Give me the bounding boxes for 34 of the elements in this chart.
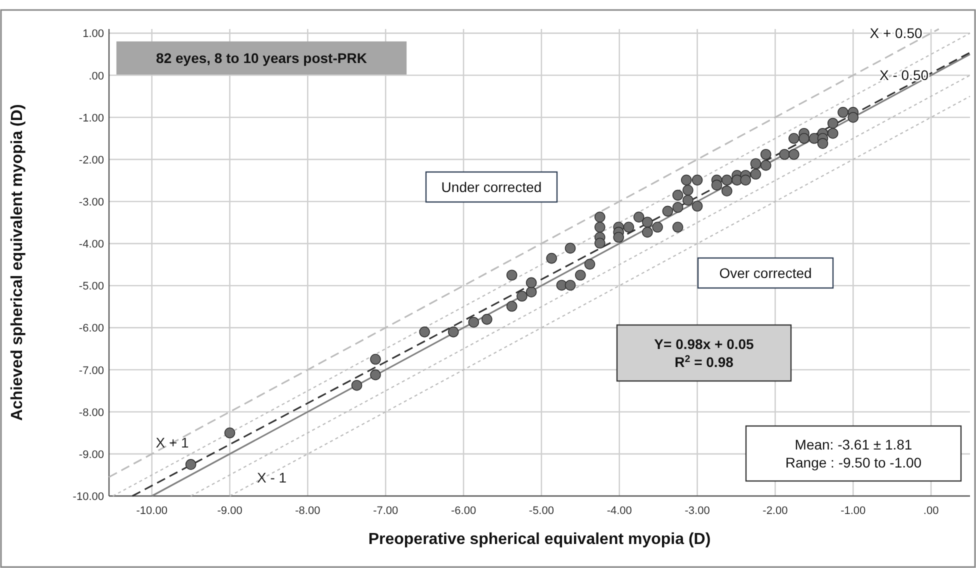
- y-tick-label: -6.00: [78, 322, 104, 335]
- x-tick-label: -1.00: [840, 505, 866, 517]
- y-tick-label: -4.00: [78, 238, 104, 251]
- x-axis-title: Preoperative spherical equivalent myopia (D): [368, 531, 711, 548]
- y-tick-label: -9.00: [78, 448, 104, 461]
- annotation: Under corrected: [441, 178, 542, 195]
- annotation: X - 0.50: [879, 66, 929, 83]
- x-tick-label: -9.00: [217, 505, 242, 517]
- annotation: X + 0.50: [870, 24, 922, 41]
- x-tick-label: -5.00: [528, 505, 554, 517]
- x-tick-label: -10.00: [136, 505, 168, 517]
- x-tick-label: -3.00: [684, 505, 710, 517]
- x-tick-label: -7.00: [373, 505, 398, 517]
- x-tick-label: -8.00: [295, 505, 320, 517]
- y-tick-label: 1.00: [82, 28, 104, 40]
- annotation: Over corrected: [719, 264, 812, 281]
- x-tick-label: -4.00: [606, 505, 632, 517]
- y-axis-title: Achieved spherical equivalent myopia (D): [9, 104, 26, 421]
- y-tick-label: -3.00: [78, 196, 104, 208]
- y-tick-label: -8.00: [78, 406, 104, 419]
- y-tick-label: -1.00: [78, 112, 104, 124]
- y-tick-label: -2.00: [78, 154, 104, 166]
- y-tick-label: -5.00: [78, 280, 104, 293]
- annotation: 82 eyes, 8 to 10 years post-PRK: [156, 50, 367, 66]
- annotation: X - 1: [257, 470, 287, 486]
- x-tick-label: .00: [923, 505, 939, 517]
- y-tick-label: -7.00: [78, 364, 104, 377]
- annotation: Y= 0.98x + 0.05 R$^{2}$ = 0.98: [654, 336, 754, 370]
- y-tick-label: -10.00: [72, 491, 104, 503]
- annotation: X + 1: [156, 434, 190, 451]
- x-tick-label: -2.00: [762, 505, 788, 517]
- x-tick-label: -6.00: [450, 505, 476, 517]
- y-tick-label: .00: [88, 70, 104, 82]
- annotation: Mean: -3.61 ± 1.81 Range : -9.50 to -1.00: [785, 436, 922, 470]
